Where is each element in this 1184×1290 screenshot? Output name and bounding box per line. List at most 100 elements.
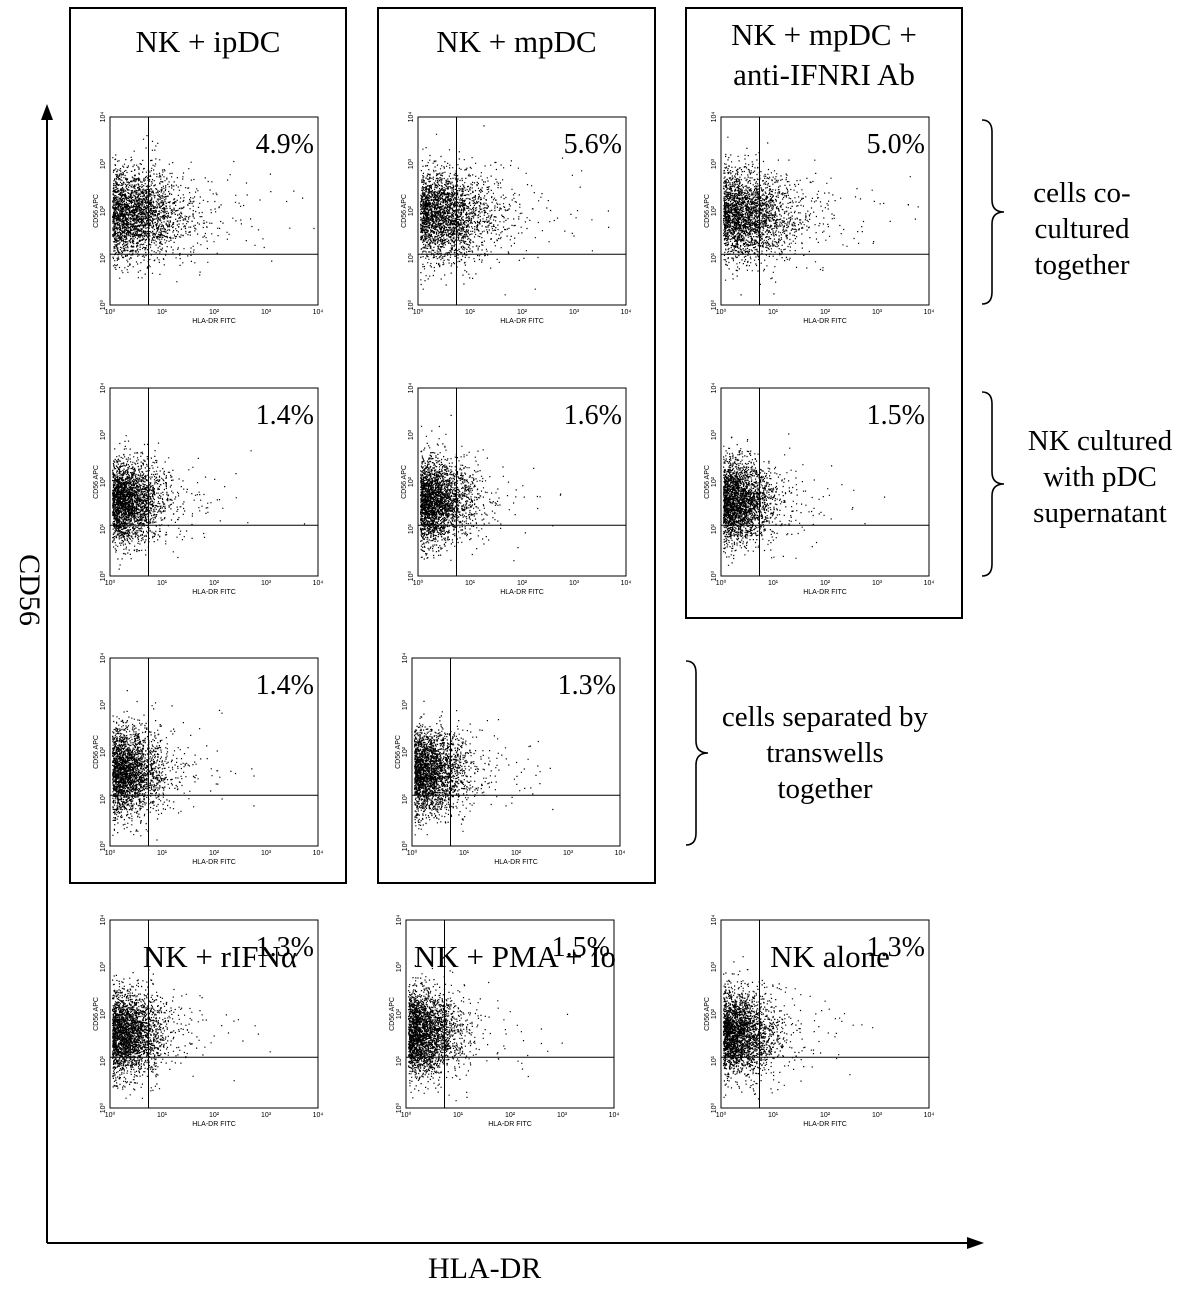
percent-label: 1.3% bbox=[867, 932, 925, 963]
panel-y-label: CD56 APC bbox=[704, 194, 711, 228]
y-tick-label: 10⁰ bbox=[407, 571, 415, 582]
brace-row3 bbox=[685, 660, 709, 846]
y-tick-label: 10⁰ bbox=[710, 571, 718, 582]
x-tick-label: 10⁴ bbox=[313, 580, 324, 587]
group-box-mpdc bbox=[377, 7, 656, 884]
annotation-row3-line1: cells separated by bbox=[721, 701, 929, 733]
x-tick-label: 10⁴ bbox=[621, 309, 632, 316]
x-tick-label: 10⁰ bbox=[105, 849, 116, 857]
x-tick-label: 10⁴ bbox=[313, 850, 324, 857]
percent-label: 1.5% bbox=[867, 400, 925, 431]
x-tick-label: 10⁰ bbox=[716, 1111, 727, 1119]
y-tick-label: 10¹ bbox=[396, 1055, 403, 1066]
panel-y-label: CD56 APC bbox=[401, 194, 408, 228]
x-tick-label: 10⁴ bbox=[924, 1112, 935, 1119]
x-tick-label: 10² bbox=[517, 580, 528, 587]
y-tick-label: 10⁴ bbox=[408, 112, 415, 123]
x-tick-label: 10¹ bbox=[465, 309, 476, 316]
x-tick-label: 10² bbox=[505, 1112, 516, 1119]
plot-frame bbox=[109, 919, 319, 1109]
x-tick-label: 10² bbox=[209, 1112, 220, 1119]
percent-label: 5.6% bbox=[564, 129, 622, 160]
y-tick-label: 10¹ bbox=[100, 252, 107, 263]
y-tick-label: 10¹ bbox=[711, 1055, 718, 1066]
y-tick-label: 10³ bbox=[100, 699, 107, 710]
y-tick-label: 10³ bbox=[408, 158, 415, 169]
y-tick-label: 10¹ bbox=[408, 252, 415, 263]
y-tick-label: 10⁰ bbox=[99, 841, 107, 852]
y-tick-label: 10¹ bbox=[402, 793, 409, 804]
x-tick-label: 10² bbox=[820, 580, 831, 587]
scatter-points bbox=[408, 965, 569, 1102]
y-tick-label: 10⁰ bbox=[99, 300, 107, 311]
y-tick-label: 10⁴ bbox=[100, 112, 107, 123]
y-tick-label: 10² bbox=[711, 476, 718, 487]
group-box-mpdc-ab bbox=[685, 7, 963, 619]
panel-y-label: CD56 APC bbox=[389, 997, 396, 1031]
percent-label: 1.6% bbox=[564, 400, 622, 431]
scatter-points bbox=[112, 435, 306, 570]
y-tick-label: 10³ bbox=[402, 699, 409, 710]
y-tick-label: 10¹ bbox=[100, 523, 107, 534]
x-tick-label: 10⁰ bbox=[716, 308, 727, 316]
y-tick-label: 10¹ bbox=[100, 793, 107, 804]
scatter-points bbox=[723, 956, 874, 1100]
y-tick-label: 10⁰ bbox=[395, 1103, 403, 1114]
y-tick-label: 10³ bbox=[396, 961, 403, 972]
annotation-row2-line1: NK cultured bbox=[1027, 425, 1173, 457]
x-tick-label: 10⁰ bbox=[105, 308, 116, 316]
annotation-row1-line1: cells co- bbox=[1033, 177, 1131, 209]
x-tick-label: 10⁴ bbox=[313, 1112, 324, 1119]
plot-frame bbox=[109, 116, 319, 306]
x-tick-label: 10³ bbox=[557, 1112, 568, 1119]
x-tick-label: 10⁰ bbox=[413, 308, 424, 316]
annotation-row2: NK cultured with pDC supernatant bbox=[1016, 423, 1184, 531]
panel-x-label: HLA-DR FITC bbox=[803, 318, 847, 325]
y-tick-label: 10⁴ bbox=[100, 383, 107, 394]
x-tick-label: 10² bbox=[517, 309, 528, 316]
plot-frame bbox=[411, 657, 621, 847]
panel-x-label: HLA-DR FITC bbox=[500, 318, 544, 325]
scatter-points bbox=[420, 125, 610, 296]
panel-x-label: HLA-DR FITC bbox=[488, 1121, 532, 1128]
scatter-dots bbox=[112, 969, 271, 1099]
x-tick-label: 10³ bbox=[261, 580, 272, 587]
x-tick-label: 10³ bbox=[563, 850, 574, 857]
brace-row1 bbox=[981, 119, 1005, 305]
scatter-dots bbox=[420, 414, 562, 562]
panel-y-label: CD56 APC bbox=[93, 465, 100, 499]
scatter-dots bbox=[723, 136, 919, 296]
scatter-dots bbox=[112, 135, 315, 283]
panel-x-label: HLA-DR FITC bbox=[803, 589, 847, 596]
percent-label: 4.9% bbox=[256, 129, 314, 160]
column-title-mpdc: NK + mpDC bbox=[436, 24, 597, 59]
scatter-points bbox=[112, 135, 315, 283]
plot-frame bbox=[417, 387, 627, 577]
x-tick-label: 10¹ bbox=[157, 309, 168, 316]
x-tick-label: 10¹ bbox=[453, 1112, 464, 1119]
y-tick-label: 10³ bbox=[711, 961, 718, 972]
y-tick-label: 10³ bbox=[100, 158, 107, 169]
x-tick-label: 10² bbox=[209, 850, 220, 857]
y-tick-label: 10¹ bbox=[711, 523, 718, 534]
scatter-dots bbox=[420, 125, 610, 296]
y-tick-label: 10² bbox=[408, 205, 415, 216]
y-tick-label: 10² bbox=[100, 1008, 107, 1019]
panel-y-label: CD56 APC bbox=[704, 465, 711, 499]
plot-frame bbox=[720, 116, 930, 306]
scatter-dots bbox=[112, 690, 255, 841]
x-tick-label: 10⁴ bbox=[924, 580, 935, 587]
x-tick-label: 10⁰ bbox=[105, 1111, 116, 1119]
panel-x-label: HLA-DR FITC bbox=[803, 1121, 847, 1128]
x-tick-label: 10¹ bbox=[157, 580, 168, 587]
y-axis-title: CD56 bbox=[13, 554, 46, 626]
x-tick-label: 10³ bbox=[569, 309, 580, 316]
x-tick-label: 10⁴ bbox=[924, 309, 935, 316]
y-tick-label: 10² bbox=[100, 746, 107, 757]
x-tick-label: 10² bbox=[820, 309, 831, 316]
